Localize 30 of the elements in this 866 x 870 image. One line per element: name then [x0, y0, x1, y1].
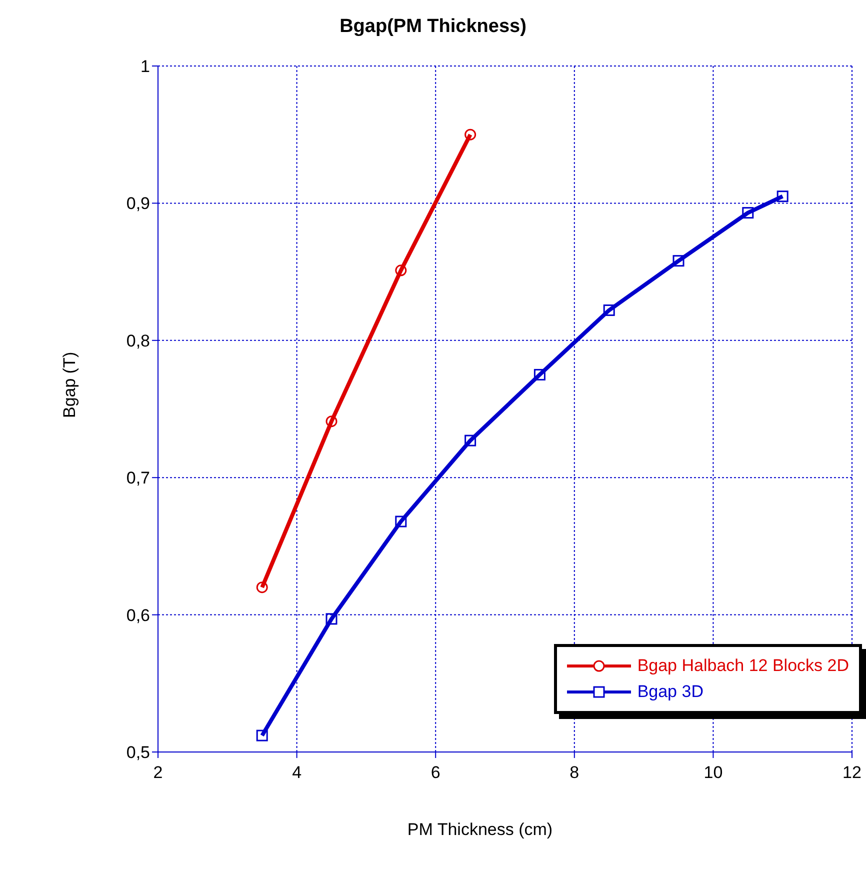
legend-label: Bgap Halbach 12 Blocks 2D	[637, 655, 849, 677]
x-tick-label: 4	[292, 763, 302, 782]
y-tick-label: 0,9	[126, 194, 150, 214]
point	[534, 368, 546, 380]
chart-title: Bgap(PM Thickness)	[338, 16, 528, 38]
point	[256, 730, 268, 742]
point	[326, 613, 338, 625]
point	[256, 582, 268, 594]
y-tick-label: 0,6	[126, 606, 150, 625]
point	[742, 207, 754, 219]
point	[326, 416, 338, 428]
point	[395, 516, 407, 528]
point	[672, 255, 684, 267]
x-axis-title: PM Thickness (cm)	[406, 820, 554, 840]
y-axis-title: Bgap (T)	[60, 352, 80, 418]
point	[776, 190, 788, 202]
point	[395, 264, 407, 276]
x-tick-label: 6	[430, 763, 440, 782]
y-tick-label: 0,7	[126, 468, 150, 488]
y-tick-label: 0,8	[126, 331, 150, 350]
point	[603, 304, 615, 316]
point	[464, 128, 476, 140]
legend-label: Bgap 3D	[637, 681, 704, 703]
x-tick-label: 8	[570, 763, 580, 782]
y-tick-label: 1	[140, 57, 150, 76]
y-tick-label: 0,5	[126, 743, 150, 762]
x-tick-label: 10	[704, 763, 723, 782]
x-tick-label: 2	[153, 763, 163, 782]
point	[464, 434, 476, 446]
x-tick-label: 12	[842, 763, 862, 782]
